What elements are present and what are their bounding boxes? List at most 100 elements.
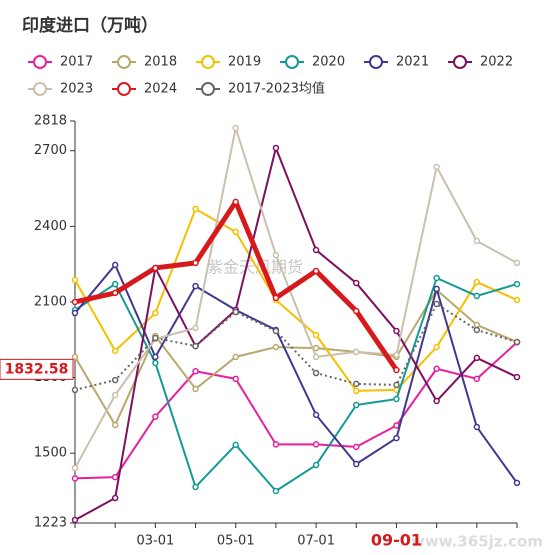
point [71, 309, 79, 317]
y-tick-label: 1223 [34, 516, 67, 531]
point [312, 246, 320, 254]
point [433, 343, 440, 351]
point [473, 292, 481, 300]
point [353, 279, 360, 287]
point [192, 483, 199, 491]
point [111, 391, 119, 399]
point [71, 516, 79, 524]
legend-marker [117, 82, 131, 96]
point [433, 397, 440, 405]
point [312, 267, 320, 275]
point [433, 285, 440, 293]
point [393, 381, 400, 389]
point [513, 296, 521, 304]
point [232, 353, 239, 361]
point [152, 309, 159, 317]
point [433, 274, 440, 282]
point [71, 464, 79, 472]
legend-label: 2018 [144, 55, 177, 70]
crosshair-label-box [0, 358, 74, 380]
point [111, 473, 119, 481]
point [232, 124, 239, 132]
series-line [74, 263, 518, 484]
point [111, 376, 119, 384]
series-line [74, 146, 518, 521]
point [192, 342, 199, 350]
point [192, 385, 199, 393]
point [353, 401, 360, 409]
point [393, 327, 400, 335]
legend-marker [201, 82, 215, 96]
point [312, 331, 320, 339]
series-line [74, 302, 518, 391]
point [353, 380, 360, 388]
point [353, 443, 360, 451]
point [71, 276, 79, 284]
legend-marker [33, 82, 47, 96]
point [111, 261, 119, 269]
point [71, 298, 79, 306]
point [232, 375, 239, 383]
y-tick-label: 2400 [34, 219, 67, 234]
point [152, 264, 159, 272]
y-tick-label: 1500 [34, 446, 67, 461]
point [71, 386, 79, 394]
legend-marker [453, 55, 467, 69]
point [152, 359, 159, 367]
point [272, 487, 280, 495]
point [111, 280, 119, 288]
point [192, 259, 199, 267]
chart-title: 印度进口（万吨） [22, 15, 158, 36]
point [473, 423, 481, 431]
point [513, 259, 521, 267]
series-line [74, 341, 518, 480]
site-watermark: www.365jz.com [411, 533, 543, 551]
y-tick-label: 2100 [34, 294, 67, 309]
point [473, 237, 481, 245]
point [111, 289, 119, 297]
point [192, 205, 199, 213]
point [353, 307, 360, 315]
point [272, 144, 280, 152]
point [433, 300, 440, 308]
legend-label: 2020 [312, 55, 345, 70]
point [433, 365, 440, 373]
point [71, 353, 79, 361]
point [111, 421, 119, 429]
point [232, 441, 239, 449]
point [272, 343, 280, 351]
point [513, 479, 521, 487]
legend-label: 2017-2023均值 [228, 81, 325, 97]
point [152, 334, 159, 342]
legend-label: 2024 [144, 82, 177, 97]
point [513, 280, 521, 288]
legend-label: 2019 [228, 55, 261, 70]
legend-marker [33, 55, 47, 69]
point [353, 460, 360, 468]
y-tick-label: 2818 [34, 114, 67, 129]
point [312, 411, 320, 419]
legend-label: 2023 [60, 82, 93, 97]
point [272, 294, 280, 302]
point [152, 353, 159, 361]
series-line [74, 207, 518, 392]
point [393, 395, 400, 403]
point [232, 228, 239, 236]
point [353, 387, 360, 395]
point [272, 327, 280, 335]
point [232, 198, 239, 206]
point [152, 413, 159, 420]
legend-marker [201, 55, 215, 69]
x-tick-label: 03-01 [136, 534, 174, 549]
point [473, 354, 481, 362]
watermark: 紫金天风期货 [207, 258, 303, 277]
x-tick-label: 05-01 [217, 534, 255, 549]
x-tick-label: 07-01 [297, 534, 335, 549]
point [473, 278, 481, 286]
point [473, 326, 481, 334]
series-line [74, 199, 399, 372]
point [111, 347, 119, 355]
point [192, 324, 199, 332]
legend-marker [369, 55, 383, 69]
